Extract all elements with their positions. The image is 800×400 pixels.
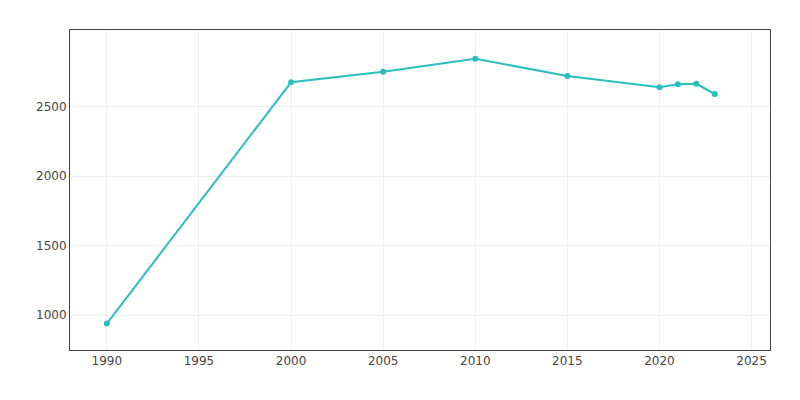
- svg-text:2010: 2010: [460, 354, 491, 368]
- svg-text:1995: 1995: [184, 354, 215, 368]
- svg-text:2025: 2025: [736, 354, 767, 368]
- svg-text:1000: 1000: [36, 308, 67, 322]
- svg-text:2015: 2015: [552, 354, 583, 368]
- svg-text:1990: 1990: [92, 354, 123, 368]
- svg-text:2005: 2005: [368, 354, 399, 368]
- svg-text:2020: 2020: [644, 354, 675, 368]
- svg-text:1500: 1500: [36, 239, 67, 253]
- svg-text:2500: 2500: [36, 100, 67, 114]
- svg-text:2000: 2000: [36, 169, 67, 183]
- svg-text:2000: 2000: [276, 354, 307, 368]
